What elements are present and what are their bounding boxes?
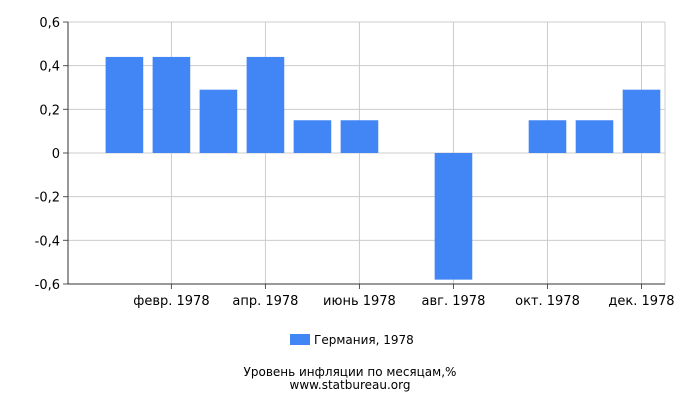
x-tick-label: июнь 1978 xyxy=(323,294,396,309)
bar xyxy=(340,120,379,153)
x-tick-label: февр. 1978 xyxy=(133,294,209,309)
y-tick-label: 0 xyxy=(52,147,60,162)
y-tick-label: -0,4 xyxy=(35,234,60,249)
bar xyxy=(199,89,238,153)
bar xyxy=(434,153,473,280)
y-tick-label: -0,6 xyxy=(35,278,60,293)
x-tick-label: дек. 1978 xyxy=(608,294,674,309)
bar xyxy=(152,56,191,153)
bars-layer xyxy=(105,56,661,280)
axis-layer: 0,6 0,4 0,2 0 -0,2 -0,4 -0,6 февр. 1978 апр. 197… xyxy=(35,16,675,309)
bar xyxy=(528,120,567,153)
bar xyxy=(622,89,661,153)
chart-source: www.statbureau.org xyxy=(290,378,411,392)
y-tick-label: 0,6 xyxy=(39,16,60,31)
y-tick-label: 0,2 xyxy=(39,103,60,118)
legend-swatch xyxy=(290,334,310,345)
y-tick-label: -0,2 xyxy=(35,191,60,206)
x-tick-label: окт. 1978 xyxy=(515,294,580,309)
bar xyxy=(246,56,285,153)
legend: Германия, 1978 xyxy=(290,333,414,347)
x-tick-label: авг. 1978 xyxy=(422,294,486,309)
bar xyxy=(293,120,332,153)
chart-title: Уровень инфляции по месяцам,% xyxy=(244,365,457,379)
y-tick-label: 0,4 xyxy=(39,60,60,75)
bar xyxy=(105,56,144,153)
bar xyxy=(575,120,614,153)
x-tick-label: апр. 1978 xyxy=(232,294,298,309)
legend-label: Германия, 1978 xyxy=(314,333,414,347)
